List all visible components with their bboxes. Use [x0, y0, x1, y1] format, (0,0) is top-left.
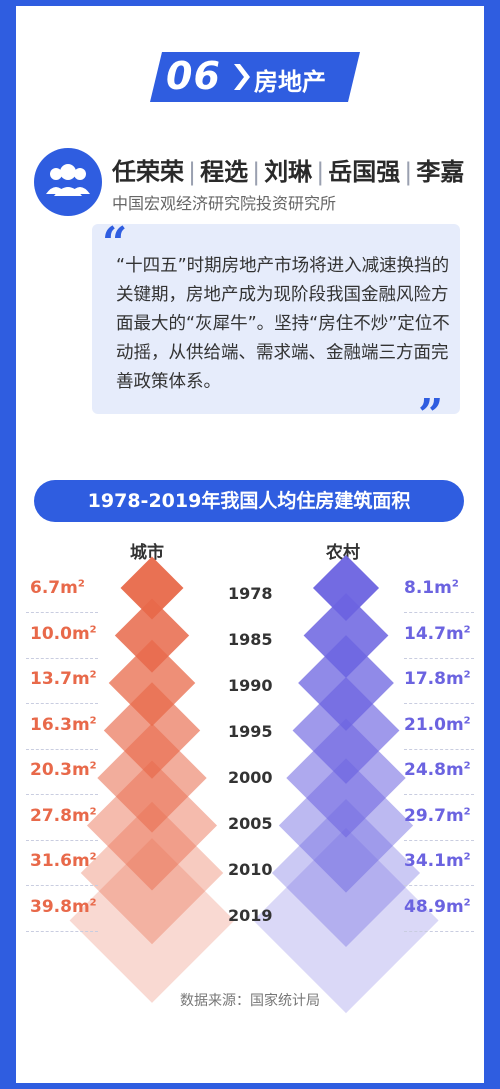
author-name: 刘琳 — [264, 158, 313, 186]
urban-value-label: 39.8m2 — [30, 896, 97, 917]
quote-text: “十四五”时期房地产市场将进入减速换挡的关键期，房地产成为现阶段我国金融风险方面… — [116, 256, 450, 392]
frame-bottom — [0, 1083, 500, 1089]
institution: 中国宏观经济研究院投资研究所 — [112, 194, 337, 213]
row-divider — [26, 657, 98, 659]
rural-value-label: 14.7m2 — [404, 623, 471, 644]
row-divider — [404, 748, 474, 750]
urban-value-label: 31.6m2 — [30, 851, 97, 871]
row-divider — [404, 794, 474, 795]
rural-value-label: 34.1m2 — [404, 851, 471, 871]
year-label: 2010 — [228, 860, 273, 879]
row-divider — [404, 885, 474, 886]
row-divider — [404, 703, 474, 704]
author-name: 程选 — [200, 158, 249, 186]
urban-diamond — [108, 639, 196, 727]
row-divider — [26, 930, 98, 932]
year-label: 2000 — [228, 768, 273, 787]
column-header-urban: 城市 — [130, 543, 164, 563]
rural-value-label: 17.8m2 — [404, 669, 471, 689]
row-divider — [26, 794, 98, 795]
year-label: 1990 — [228, 676, 273, 695]
row-divider — [26, 612, 98, 613]
urban-diamond — [103, 682, 201, 779]
people-group-icon — [34, 148, 102, 216]
banner-shape — [150, 52, 360, 102]
urban-value-label: 13.7m2 — [30, 669, 97, 689]
row-divider — [404, 839, 474, 841]
author-name: 李嘉 — [416, 158, 465, 186]
author-list: 任荣荣 | 程选 | 刘琳 | 岳国强 | 李嘉 — [112, 158, 465, 186]
rural-diamond — [253, 827, 439, 1014]
rural-diamond — [303, 593, 389, 678]
urban-diamond — [69, 838, 235, 1003]
section-title: 房地产 — [254, 68, 326, 96]
urban-value-label: 6.7m2 — [30, 578, 85, 598]
urban-value-label: 16.3m2 — [30, 714, 97, 735]
rural-value-label: 21.0m2 — [404, 714, 471, 735]
row-divider — [26, 748, 98, 750]
year-label: 1985 — [228, 630, 273, 649]
frame-right — [484, 0, 500, 1089]
year-label: 2005 — [228, 814, 273, 833]
year-label: 1978 — [228, 584, 273, 603]
column-header-rural: 农村 — [326, 543, 360, 563]
section-banner: 06 房地产 — [150, 52, 360, 102]
urban-value-label: 20.3m2 — [30, 760, 97, 780]
row-divider — [404, 657, 474, 659]
rural-diamond — [312, 554, 380, 622]
rural-value-label: 8.1m2 — [404, 578, 459, 598]
rural-diamond — [298, 635, 394, 731]
frame-left — [0, 0, 16, 1089]
author-name: 任荣荣 — [112, 158, 184, 186]
section-number: 06 — [166, 54, 221, 98]
row-divider — [26, 885, 98, 886]
rural-diamond — [271, 798, 421, 948]
urban-diamond — [80, 801, 224, 945]
row-divider — [26, 703, 98, 704]
urban-value-label: 10.0m2 — [30, 623, 97, 644]
frame-top — [0, 0, 500, 6]
chart-title: 1978-2019年我国人均住房建筑面积 — [34, 480, 464, 522]
data-source: 数据来源：国家统计局 — [180, 993, 320, 1009]
urban-diamond — [120, 556, 184, 620]
rural-value-label: 48.9m2 — [404, 896, 471, 917]
rural-value-label: 24.8m2 — [404, 760, 471, 780]
urban-value-label: 27.8m2 — [30, 805, 97, 826]
year-label: 2019 — [228, 906, 273, 925]
quote-box — [92, 224, 460, 414]
quote-open-icon: “ — [102, 218, 128, 269]
urban-diamond — [114, 598, 190, 673]
rural-value-label: 29.7m2 — [404, 805, 471, 826]
author-name: 岳国强 — [328, 158, 401, 186]
row-divider — [26, 839, 98, 841]
quote-close-icon: ” — [418, 390, 444, 441]
year-label: 1995 — [228, 722, 273, 741]
row-divider — [404, 612, 474, 613]
row-divider — [404, 930, 474, 932]
